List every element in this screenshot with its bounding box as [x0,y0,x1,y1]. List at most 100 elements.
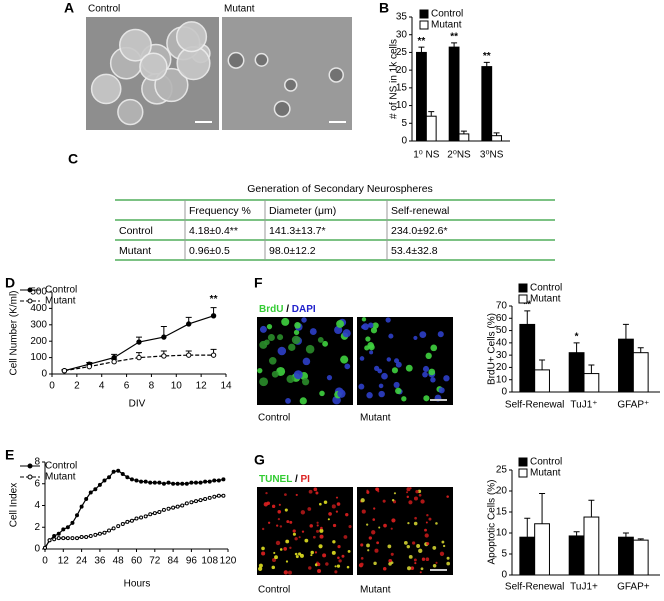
panel-label: F [254,275,263,291]
panel-label: C [68,151,78,167]
cell [423,395,430,402]
marker [56,531,61,536]
cell [277,517,281,521]
x-tick-label: 72 [149,556,161,567]
cell [317,562,321,567]
marker [70,536,75,541]
cell [293,329,300,336]
cell [317,336,324,343]
cell [422,365,430,373]
marker [139,479,144,484]
x-tick-label: 2⁰NS [447,150,471,161]
cell [283,78,298,92]
bar [632,539,649,576]
cell [435,561,438,564]
marker [166,506,171,511]
annotation: ** [523,300,531,311]
cell [372,322,379,329]
cell [312,535,316,539]
y-tick-label: 200 [30,336,47,347]
cell [259,325,267,333]
marker [102,478,107,483]
cell [446,556,450,560]
cell [267,521,271,524]
cell [315,491,319,495]
cell [366,523,369,526]
table-header: Frequency % [189,205,251,217]
cell [361,324,366,330]
cell [300,510,306,515]
bar [491,135,502,142]
y-tick-label: 100 [30,352,47,363]
marker [134,478,139,483]
cell [328,67,344,83]
cell [344,363,351,370]
cell [426,542,430,546]
cell [314,551,318,554]
cell [378,526,381,529]
marker [143,514,148,519]
cell [307,507,312,511]
cell [319,390,325,397]
x-tick-label: TuJ1⁺ [570,400,597,411]
cell [446,495,449,498]
marker [97,531,102,536]
cell [266,501,271,506]
cell [301,317,307,323]
y-axis-title: # of NS in 1k cells [389,39,400,119]
cell [366,543,370,548]
cell [360,557,364,560]
image-caption: Control [258,413,290,424]
cell [266,324,273,330]
legend-label: Mutant [45,472,76,483]
x-tick-label: 2 [74,381,80,392]
marker [102,530,107,535]
stain-label: TUNEL / PI [259,474,310,485]
y-tick-label: 0 [501,387,507,398]
cell [372,518,376,521]
marker [207,495,212,500]
cell [406,544,410,549]
cell [301,530,305,533]
cell [273,100,291,118]
cell [326,375,333,381]
marker [136,339,142,345]
micrograph [257,487,353,575]
cell [430,344,438,352]
cell [117,98,144,126]
legend-label: Control [45,461,77,472]
x-tick-label: 108 [201,556,218,567]
bar [583,373,600,393]
x-tick-label: 60 [131,556,143,567]
cell [281,317,290,326]
cell [410,566,415,570]
marker [107,475,112,480]
y-tick-label: 20 [396,65,408,76]
cell [299,553,304,558]
y-tick-label: 500 [30,287,47,298]
cell [401,396,407,402]
marker [221,477,226,482]
marker [166,480,171,485]
cell [316,521,319,524]
cell [322,553,327,558]
cell [337,545,341,549]
cell [337,556,340,560]
cell [318,502,322,506]
cell [327,518,330,521]
cell [386,357,392,362]
marker [65,536,70,541]
cell [274,555,278,560]
cell [319,534,324,539]
cell [405,364,413,372]
marker [189,480,194,485]
bar [583,516,600,576]
bar [568,352,585,393]
x-tick-label: 120 [220,556,237,567]
x-tick-label: GFAP+ [617,582,650,593]
cell [287,570,292,575]
bar [458,133,470,142]
cell [285,539,290,544]
marker [203,496,208,501]
cell [294,552,298,556]
